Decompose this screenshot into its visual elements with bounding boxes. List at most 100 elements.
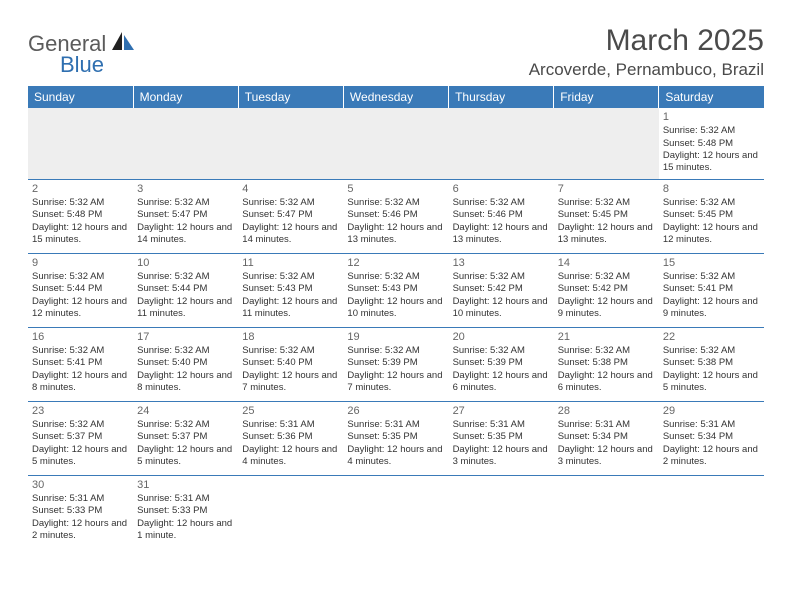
day-number: 1 [663,110,760,124]
calendar-day-cell: 10Sunrise: 5:32 AMSunset: 5:44 PMDayligh… [133,253,238,327]
calendar-header-row: SundayMondayTuesdayWednesdayThursdayFrid… [28,86,764,108]
sunrise-line: Sunrise: 5:32 AM [347,271,444,283]
calendar-day-cell: 29Sunrise: 5:31 AMSunset: 5:34 PMDayligh… [659,401,764,475]
sunrise-line: Sunrise: 5:32 AM [663,125,760,137]
daylight-line: Daylight: 12 hours and 4 minutes. [242,444,339,469]
sunrise-line: Sunrise: 5:32 AM [558,197,655,209]
calendar-day-cell [659,475,764,549]
calendar-day-cell: 1Sunrise: 5:32 AMSunset: 5:48 PMDaylight… [659,108,764,179]
calendar-day-cell: 28Sunrise: 5:31 AMSunset: 5:34 PMDayligh… [554,401,659,475]
location: Arcoverde, Pernambuco, Brazil [529,60,764,80]
sunrise-line: Sunrise: 5:31 AM [558,419,655,431]
sunrise-line: Sunrise: 5:32 AM [453,345,550,357]
weekday-header: Sunday [28,86,133,108]
day-number: 13 [453,256,550,270]
calendar-day-cell: 27Sunrise: 5:31 AMSunset: 5:35 PMDayligh… [449,401,554,475]
daylight-line: Daylight: 12 hours and 6 minutes. [453,370,550,395]
calendar-day-cell: 18Sunrise: 5:32 AMSunset: 5:40 PMDayligh… [238,327,343,401]
calendar-day-cell: 17Sunrise: 5:32 AMSunset: 5:40 PMDayligh… [133,327,238,401]
day-number: 22 [663,330,760,344]
sunset-line: Sunset: 5:35 PM [347,431,444,443]
sunset-line: Sunset: 5:37 PM [32,431,129,443]
daylight-line: Daylight: 12 hours and 5 minutes. [32,444,129,469]
calendar-day-cell: 6Sunrise: 5:32 AMSunset: 5:46 PMDaylight… [449,179,554,253]
sunrise-line: Sunrise: 5:32 AM [32,345,129,357]
sunrise-line: Sunrise: 5:32 AM [663,271,760,283]
sunset-line: Sunset: 5:40 PM [242,357,339,369]
sunset-line: Sunset: 5:48 PM [663,138,760,150]
calendar-day-cell: 5Sunrise: 5:32 AMSunset: 5:46 PMDaylight… [343,179,448,253]
daylight-line: Daylight: 12 hours and 7 minutes. [242,370,339,395]
sunset-line: Sunset: 5:39 PM [453,357,550,369]
daylight-line: Daylight: 12 hours and 1 minute. [137,518,234,543]
day-number: 5 [347,182,444,196]
day-number: 30 [32,478,129,492]
daylight-line: Daylight: 12 hours and 15 minutes. [32,222,129,247]
calendar-week-row: 16Sunrise: 5:32 AMSunset: 5:41 PMDayligh… [28,327,764,401]
daylight-line: Daylight: 12 hours and 9 minutes. [558,296,655,321]
sunrise-line: Sunrise: 5:31 AM [32,493,129,505]
day-number: 4 [242,182,339,196]
sunrise-line: Sunrise: 5:32 AM [242,271,339,283]
sunrise-line: Sunrise: 5:32 AM [347,345,444,357]
sunrise-line: Sunrise: 5:32 AM [137,419,234,431]
calendar-day-cell: 15Sunrise: 5:32 AMSunset: 5:41 PMDayligh… [659,253,764,327]
day-number: 12 [347,256,444,270]
daylight-line: Daylight: 12 hours and 7 minutes. [347,370,444,395]
daylight-line: Daylight: 12 hours and 4 minutes. [347,444,444,469]
sunrise-line: Sunrise: 5:32 AM [347,197,444,209]
sunset-line: Sunset: 5:37 PM [137,431,234,443]
sunrise-line: Sunrise: 5:32 AM [137,197,234,209]
weekday-header: Wednesday [343,86,448,108]
daylight-line: Daylight: 12 hours and 5 minutes. [137,444,234,469]
sunrise-line: Sunrise: 5:31 AM [347,419,444,431]
sunset-line: Sunset: 5:46 PM [453,209,550,221]
day-number: 2 [32,182,129,196]
title-block: March 2025 Arcoverde, Pernambuco, Brazil [529,24,764,80]
calendar-day-cell: 22Sunrise: 5:32 AMSunset: 5:38 PMDayligh… [659,327,764,401]
calendar-day-cell: 16Sunrise: 5:32 AMSunset: 5:41 PMDayligh… [28,327,133,401]
daylight-line: Daylight: 12 hours and 12 minutes. [663,222,760,247]
day-number: 19 [347,330,444,344]
calendar-day-cell: 20Sunrise: 5:32 AMSunset: 5:39 PMDayligh… [449,327,554,401]
logo-sail-icon [110,30,136,57]
day-number: 24 [137,404,234,418]
calendar-day-cell: 31Sunrise: 5:31 AMSunset: 5:33 PMDayligh… [133,475,238,549]
month-title: March 2025 [529,24,764,58]
calendar-day-cell [28,108,133,179]
sunrise-line: Sunrise: 5:31 AM [242,419,339,431]
day-number: 8 [663,182,760,196]
calendar-week-row: 30Sunrise: 5:31 AM Sunset: 5:33 PMDayligh… [28,475,764,549]
sunrise-line: Sunrise: 5:32 AM [453,271,550,283]
calendar-day-cell: 9Sunrise: 5:32 AMSunset: 5:44 PMDaylight… [28,253,133,327]
day-number: 11 [242,256,339,270]
sunset-line: Sunset: 5:39 PM [347,357,444,369]
calendar-body: 1Sunrise: 5:32 AMSunset: 5:48 PMDaylight… [28,108,764,549]
daylight-line: Daylight: 12 hours and 15 minutes. [663,150,760,175]
sunset-line: Sunset: 5:46 PM [347,209,444,221]
calendar-day-cell: 7Sunrise: 5:32 AMSunset: 5:45 PMDaylight… [554,179,659,253]
daylight-line: Daylight: 12 hours and 3 minutes. [453,444,550,469]
sunset-line: Sunset: 5:33 PM [137,505,234,517]
sunset-line: Sunset: 5:44 PM [32,283,129,295]
weekday-header: Tuesday [238,86,343,108]
sunset-line: Sunset: 5:41 PM [663,283,760,295]
header: General March 2025 Arcoverde, Pernambuco… [28,24,764,80]
day-number: 7 [558,182,655,196]
calendar-day-cell [449,108,554,179]
day-number: 17 [137,330,234,344]
calendar-day-cell [133,108,238,179]
calendar-day-cell: 26Sunrise: 5:31 AMSunset: 5:35 PMDayligh… [343,401,448,475]
sunrise-line: Sunrise: 5:32 AM [32,271,129,283]
sunrise-line: Sunrise: 5:32 AM [32,419,129,431]
sunrise-line: Sunrise: 5:32 AM [137,271,234,283]
daylight-line: Daylight: 12 hours and 2 minutes. [663,444,760,469]
calendar-day-cell [343,108,448,179]
sunset-line: Sunset: 5:42 PM [453,283,550,295]
day-number: 10 [137,256,234,270]
weekday-header: Monday [133,86,238,108]
sunset-line: Sunset: 5:41 PM [32,357,129,369]
sunset-line: Sunset: 5:45 PM [558,209,655,221]
day-number: 31 [137,478,234,492]
calendar-day-cell: 30Sunrise: 5:31 AMSunset: 5:33 PMDayligh… [28,475,133,549]
